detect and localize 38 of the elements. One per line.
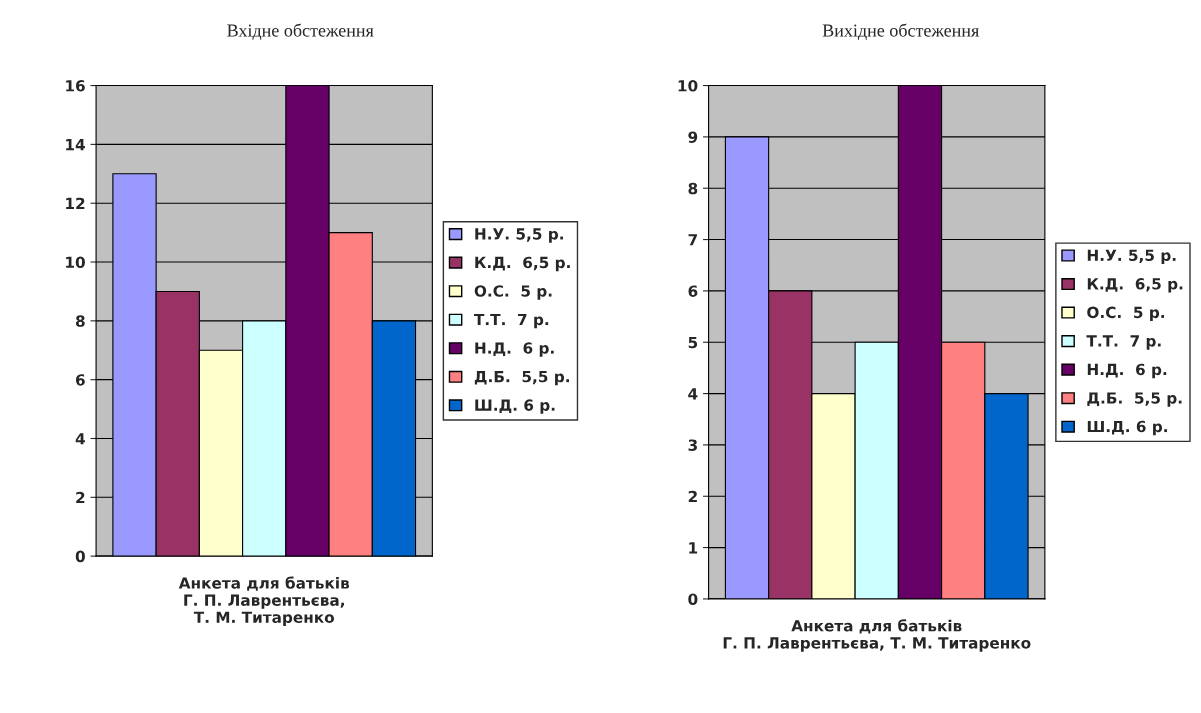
x-axis-title: Анкета для батьків Г. П. Лаврентьєва, Т. М. Титаренко (723, 619, 1031, 652)
legend-label: Н.Д. 6 р. (1087, 363, 1167, 379)
y-tick-label: 1 (689, 542, 698, 554)
y-tick-label: 6 (75, 374, 85, 386)
legend-label: К.Д. 6,5 р. (475, 256, 570, 272)
y-tick-label: 16 (66, 80, 85, 92)
y-tick-label: 12 (66, 197, 85, 210)
chart-title: Вхідне обстеження (227, 23, 374, 40)
chart-title: Вихідне обстеження (822, 23, 979, 40)
y-tick-label: 7 (688, 234, 697, 246)
legend-label: Н.У. 5,5 р. (475, 228, 563, 243)
legend-label: Т.Т. 7 р. (1086, 335, 1161, 350)
legend-label: Н.Д. 6 р. (475, 342, 554, 357)
y-tick-label: 0 (75, 550, 85, 563)
legend-label: Д.Б. 5,5 р. (474, 371, 569, 386)
y-tick-label: 8 (688, 182, 698, 195)
y-tick-label: 10 (678, 80, 698, 92)
legend-label: Н.У. 5,5 р. (1087, 249, 1176, 265)
y-tick-label: 14 (66, 139, 85, 151)
x-axis-title: Анкета для батьків Г. П. Лаврентьєва, Т. М. Титаренко (178, 576, 350, 626)
legend-label: Д.Б. 5,5 р. (1087, 392, 1182, 407)
legend-label: Т.Т. 7 р. (473, 313, 549, 329)
legend-label: О.С. 5 р. (474, 285, 552, 300)
y-tick-label: 8 (75, 315, 85, 327)
legend-label: О.С. 5 р. (1087, 306, 1164, 322)
y-tick-label: 9 (688, 131, 698, 143)
legend-label: Ш.Д. 6 р. (475, 399, 555, 414)
legend-label: Ш.Д. 6 р. (1087, 420, 1167, 436)
y-tick-label: 6 (688, 285, 698, 297)
y-tick-label: 10 (66, 256, 85, 269)
legend-label: К.Д. 6,5 р. (1087, 278, 1183, 293)
y-tick-label: 2 (76, 491, 85, 504)
y-tick-label: 4 (75, 433, 85, 445)
y-tick-label: 5 (688, 336, 698, 349)
y-tick-label: 0 (688, 593, 698, 605)
y-tick-label: 3 (688, 439, 697, 451)
y-tick-label: 2 (688, 490, 697, 503)
y-tick-label: 4 (688, 388, 698, 400)
